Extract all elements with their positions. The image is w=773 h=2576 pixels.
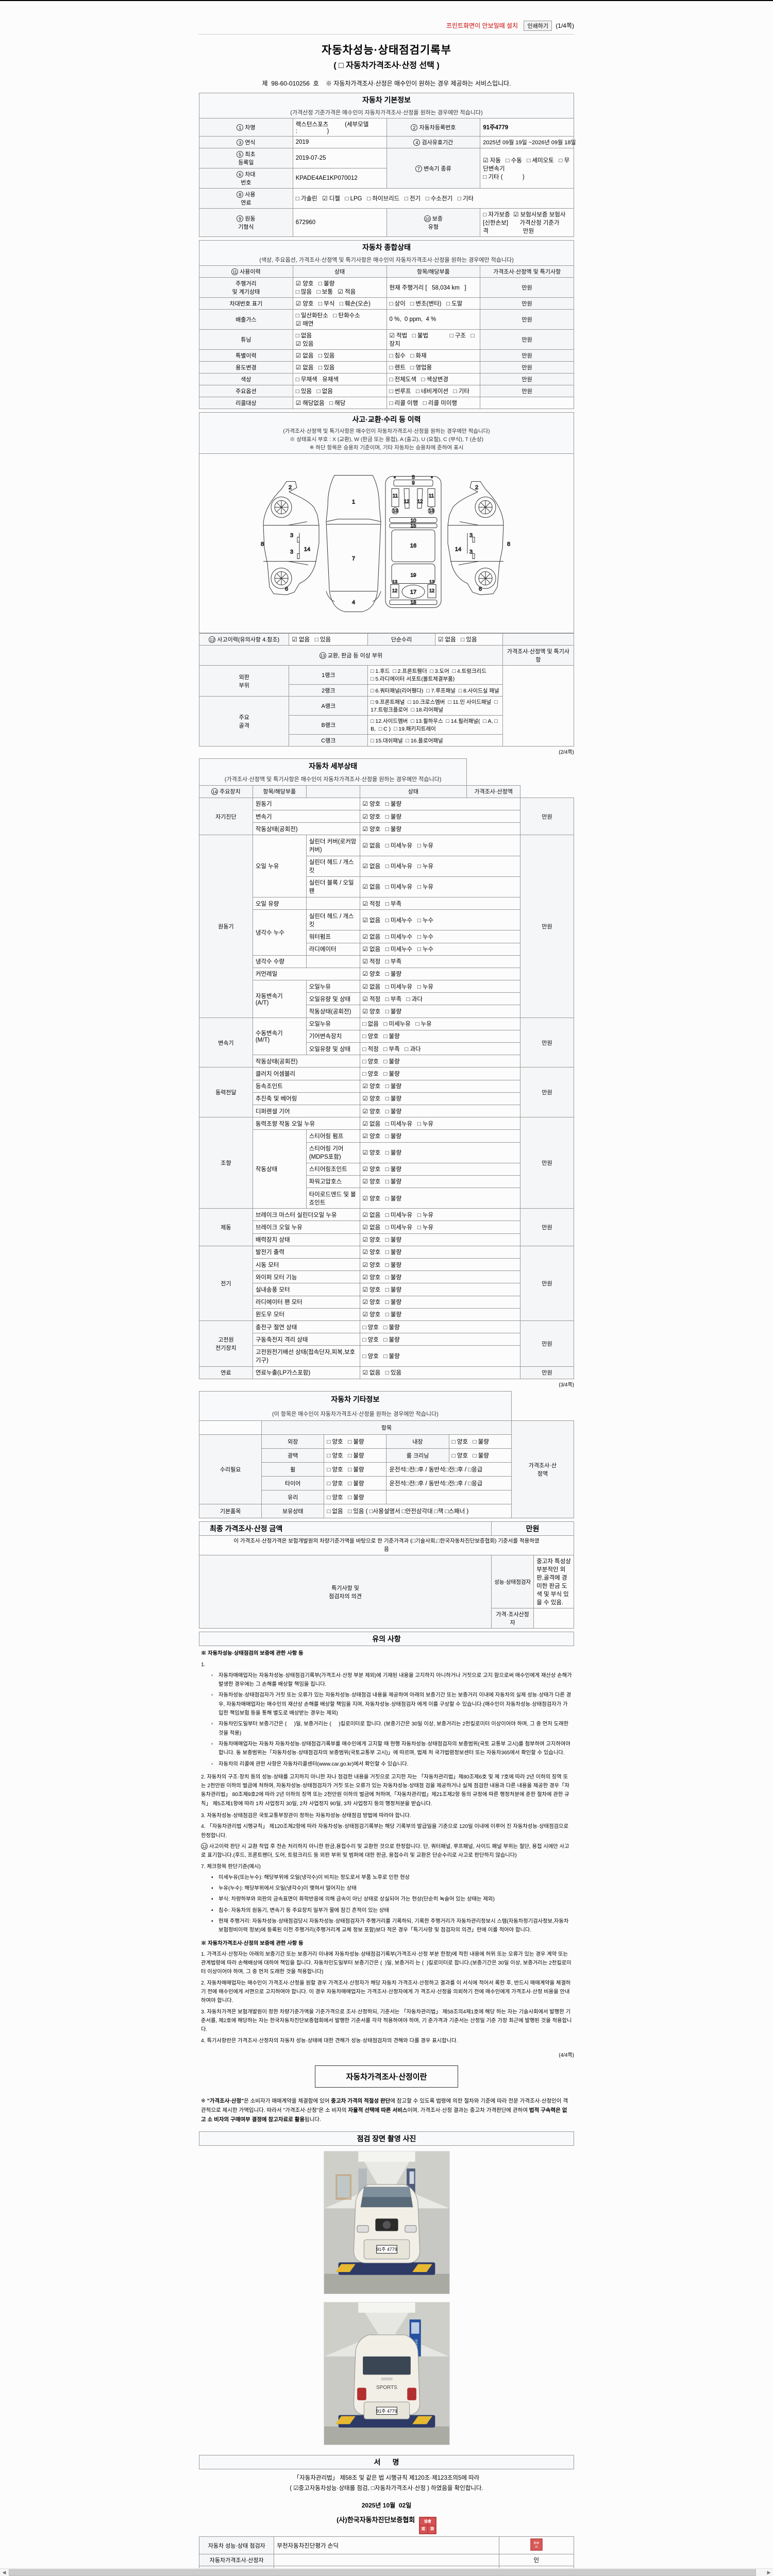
svg-text:91주 4779: 91주 4779 <box>376 2409 397 2414</box>
svg-text:6: 6 <box>479 586 482 592</box>
svg-text:2: 2 <box>289 485 292 491</box>
svg-text:16: 16 <box>410 543 416 549</box>
svg-text:5: 5 <box>412 475 415 481</box>
svg-text:12: 12 <box>417 499 423 505</box>
svg-text:17: 17 <box>410 589 416 596</box>
svg-text:13: 13 <box>429 580 434 585</box>
svg-text:3: 3 <box>290 549 293 555</box>
svg-text:12: 12 <box>429 588 434 594</box>
svg-text:19: 19 <box>410 573 416 579</box>
svg-text:8: 8 <box>261 541 264 548</box>
svg-text:12: 12 <box>392 588 397 594</box>
svg-text:2: 2 <box>475 485 478 491</box>
svg-text:11: 11 <box>393 494 398 499</box>
svg-text:8: 8 <box>507 541 510 548</box>
svg-text:證: 證 <box>430 2527 434 2531</box>
svg-text:3: 3 <box>469 533 473 539</box>
svg-text:13: 13 <box>392 580 397 585</box>
svg-text:6: 6 <box>285 586 288 592</box>
svg-text:SPORTS: SPORTS <box>376 2385 397 2391</box>
svg-text:11: 11 <box>429 494 434 499</box>
svg-text:91주 4779: 91주 4779 <box>376 2247 397 2252</box>
svg-text:3: 3 <box>469 549 473 555</box>
svg-text:12: 12 <box>404 499 410 505</box>
svg-text:18: 18 <box>410 600 416 606</box>
svg-text:13: 13 <box>429 509 434 514</box>
svg-text:14: 14 <box>455 547 461 553</box>
svg-text:1: 1 <box>352 499 355 505</box>
svg-text:認: 認 <box>422 2527 425 2531</box>
svg-text:15: 15 <box>410 523 416 529</box>
svg-text:13: 13 <box>393 509 398 514</box>
svg-text:3: 3 <box>290 533 293 539</box>
svg-text:9: 9 <box>412 481 415 486</box>
svg-text:協會: 協會 <box>424 2519 431 2524</box>
svg-text:7: 7 <box>352 556 355 562</box>
svg-text:14: 14 <box>304 547 310 553</box>
svg-text:4: 4 <box>352 600 355 606</box>
